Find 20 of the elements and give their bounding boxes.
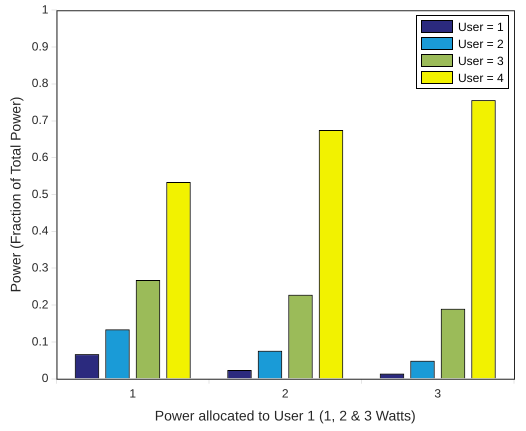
x-tick-label: 1 (129, 386, 136, 400)
y-tick-label: 0.1 (32, 334, 49, 348)
y-tick-label: 0.2 (32, 297, 49, 312)
x-tick-label: 2 (282, 386, 289, 400)
x-tick-label: 3 (434, 386, 442, 400)
y-tick-label: 1 (42, 2, 49, 17)
x-axis-title: Power allocated to User 1 (1, 2 & 3 Watts) (154, 407, 416, 424)
y-tick-label: 0.8 (32, 76, 49, 90)
y-tick-label: 0.4 (32, 224, 49, 238)
legend-label: User = 1 (458, 20, 504, 34)
legend-label: User = 3 (458, 54, 504, 68)
y-tick-label: 0.7 (32, 113, 49, 128)
legend-label: User = 2 (458, 36, 504, 51)
y-tick-label: 0.9 (32, 39, 49, 54)
legend-label: User = 4 (458, 70, 504, 85)
y-tick-label: 0.6 (32, 150, 49, 164)
y-tick-label: 0.3 (32, 260, 49, 275)
y-axis-title: Power (Fraction of Total Power) (7, 96, 24, 292)
y-tick-label: 0 (42, 371, 49, 386)
y-tick-label: 0.5 (32, 186, 49, 201)
